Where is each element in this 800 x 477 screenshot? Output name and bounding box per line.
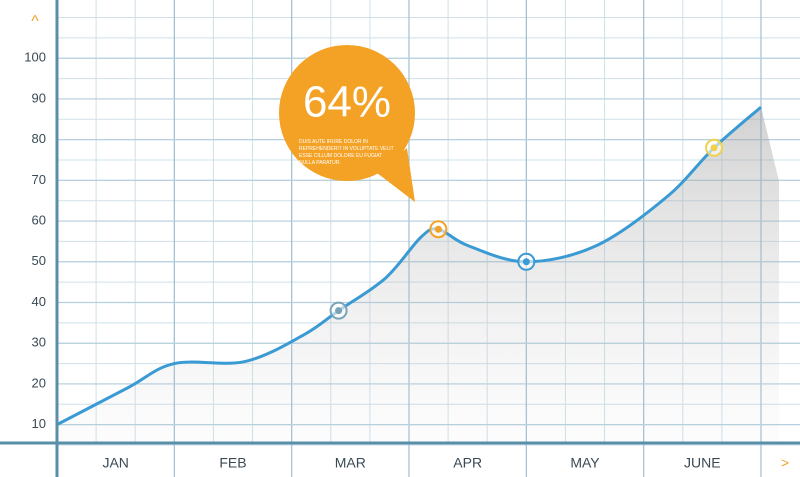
y-tick-label: 30 [32, 335, 46, 350]
callout-text: DUIS AUTE IRURE DOLOR IN REPREHENDERIT I… [299, 139, 394, 166]
line-shadow [57, 107, 779, 444]
y-tick-label: 60 [32, 213, 46, 228]
y-tick-label: 40 [32, 294, 46, 309]
x-tick-label: JAN [102, 455, 128, 471]
x-tick-label: MAR [335, 455, 366, 471]
marker-dot [710, 144, 718, 152]
marker-dot [522, 258, 530, 266]
x-tick-label: APR [453, 455, 482, 471]
y-tick-label: 70 [32, 172, 46, 187]
y-tick-label: 90 [32, 90, 46, 105]
callout-value: 64% [303, 78, 391, 127]
y-axis-arrow: ^ [31, 13, 39, 30]
x-axis-arrow: > [781, 455, 789, 471]
callout-bubble [377, 148, 415, 202]
y-tick-label: 10 [32, 416, 46, 431]
line-series [56, 105, 762, 426]
callout-bubble [279, 45, 415, 181]
marker-dot [434, 225, 442, 233]
y-tick-label: 20 [32, 375, 46, 390]
x-tick-label: FEB [219, 455, 246, 471]
y-tick-label: 80 [32, 131, 46, 146]
x-tick-label: MAY [570, 455, 600, 471]
x-tick-label: JUNE [684, 455, 721, 471]
marker-dot [335, 307, 343, 315]
y-tick-label: 50 [32, 253, 46, 268]
y-tick-label: 100 [24, 50, 46, 65]
callout-text-box: DUIS AUTE IRURE DOLOR IN REPREHENDERIT I… [299, 139, 394, 166]
